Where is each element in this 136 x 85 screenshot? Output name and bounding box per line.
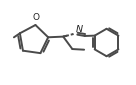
Text: O: O: [33, 13, 40, 22]
Text: N: N: [75, 25, 82, 34]
